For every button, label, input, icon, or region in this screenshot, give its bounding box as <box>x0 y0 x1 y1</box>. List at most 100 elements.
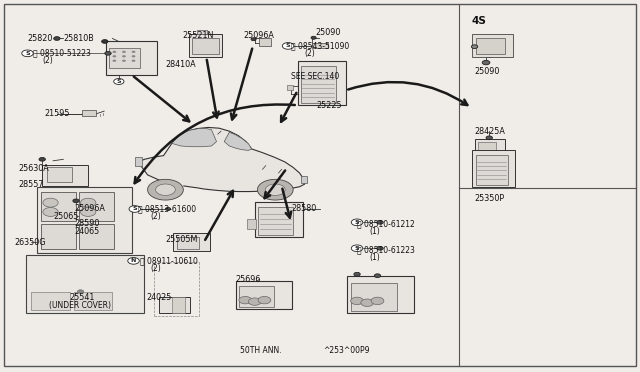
Bar <box>173 233 210 251</box>
Text: 24065: 24065 <box>74 227 99 236</box>
Circle shape <box>361 299 374 307</box>
Circle shape <box>258 296 271 304</box>
Bar <box>301 176 307 183</box>
Bar <box>259 38 271 46</box>
Circle shape <box>471 45 477 48</box>
Polygon shape <box>266 184 285 195</box>
Text: S: S <box>355 220 359 225</box>
Circle shape <box>377 246 383 250</box>
Text: 28590: 28590 <box>74 219 99 228</box>
Text: (2): (2) <box>151 264 161 273</box>
Circle shape <box>122 60 126 62</box>
Text: Ⓢ 08510-61223: Ⓢ 08510-61223 <box>357 245 415 254</box>
Circle shape <box>122 51 126 53</box>
Text: 26350G: 26350G <box>15 238 46 247</box>
Circle shape <box>114 78 124 84</box>
Text: ^253^00P9: ^253^00P9 <box>323 346 370 355</box>
Text: (2): (2) <box>151 212 161 221</box>
Circle shape <box>43 198 58 207</box>
Text: SEE SEC.140: SEE SEC.140 <box>291 72 339 81</box>
Bar <box>47 167 72 182</box>
Text: 25350P: 25350P <box>474 195 505 203</box>
Circle shape <box>251 38 256 41</box>
Text: 28410A: 28410A <box>166 60 196 69</box>
Circle shape <box>81 198 96 207</box>
Text: 25541: 25541 <box>70 294 95 302</box>
Text: S: S <box>132 206 137 211</box>
Circle shape <box>81 208 96 217</box>
Text: 24025: 24025 <box>147 294 172 302</box>
Circle shape <box>43 208 58 217</box>
Text: 25696: 25696 <box>236 275 261 284</box>
Circle shape <box>371 297 384 305</box>
Text: N: N <box>131 259 136 263</box>
Text: 21595: 21595 <box>44 109 70 118</box>
Bar <box>159 297 189 313</box>
Text: (2): (2) <box>42 56 53 65</box>
Polygon shape <box>148 179 183 190</box>
Circle shape <box>486 136 492 140</box>
Circle shape <box>351 297 364 305</box>
Text: 25521N: 25521N <box>182 31 214 40</box>
Text: S: S <box>116 79 121 84</box>
Polygon shape <box>224 132 252 150</box>
Bar <box>258 207 293 235</box>
Text: 25096A: 25096A <box>74 205 105 214</box>
Bar <box>41 224 76 249</box>
Bar <box>472 150 515 187</box>
Text: 50TH ANN.: 50TH ANN. <box>240 346 282 355</box>
Circle shape <box>132 55 136 57</box>
Text: 25810B: 25810B <box>63 34 94 43</box>
Circle shape <box>128 257 140 264</box>
Circle shape <box>77 290 84 294</box>
Bar <box>31 292 70 310</box>
Text: 25820: 25820 <box>28 34 53 43</box>
Circle shape <box>482 60 490 65</box>
Bar <box>172 297 184 313</box>
Bar <box>79 192 114 221</box>
Circle shape <box>377 221 383 224</box>
Bar <box>192 38 219 54</box>
Bar <box>347 276 414 313</box>
Bar <box>287 85 292 90</box>
Polygon shape <box>148 179 183 200</box>
Polygon shape <box>257 179 293 200</box>
Bar <box>177 237 199 249</box>
Text: 25090: 25090 <box>474 67 500 76</box>
Bar <box>37 187 132 253</box>
Circle shape <box>54 37 60 40</box>
Text: (1): (1) <box>370 227 381 236</box>
Bar <box>106 41 157 75</box>
Polygon shape <box>172 129 216 147</box>
Bar <box>236 281 292 309</box>
Text: 28425A: 28425A <box>474 126 506 136</box>
Circle shape <box>39 157 45 161</box>
Bar <box>79 224 114 249</box>
Circle shape <box>311 36 316 39</box>
Text: 25065: 25065 <box>53 212 79 221</box>
Circle shape <box>132 51 136 53</box>
Bar <box>301 66 336 103</box>
Bar <box>26 255 145 313</box>
Circle shape <box>105 51 111 55</box>
Circle shape <box>122 55 126 57</box>
Text: 28557: 28557 <box>18 180 44 189</box>
Circle shape <box>113 55 116 57</box>
Text: Ⓢ 08510-61212: Ⓢ 08510-61212 <box>357 219 415 228</box>
Circle shape <box>239 296 252 304</box>
Text: (1): (1) <box>370 253 381 262</box>
Text: (UNDER COVER): (UNDER COVER) <box>49 301 111 310</box>
Circle shape <box>113 60 116 62</box>
Circle shape <box>129 206 141 212</box>
Polygon shape <box>138 128 305 192</box>
Text: Ⓢ 08510-51223: Ⓢ 08510-51223 <box>33 49 90 58</box>
Bar <box>312 42 328 48</box>
Bar <box>476 38 505 54</box>
Circle shape <box>132 60 136 62</box>
Text: 28580: 28580 <box>291 205 317 214</box>
Text: S: S <box>25 51 30 56</box>
Bar <box>472 34 513 57</box>
Bar <box>74 292 113 310</box>
Circle shape <box>351 245 363 251</box>
Circle shape <box>282 42 294 49</box>
